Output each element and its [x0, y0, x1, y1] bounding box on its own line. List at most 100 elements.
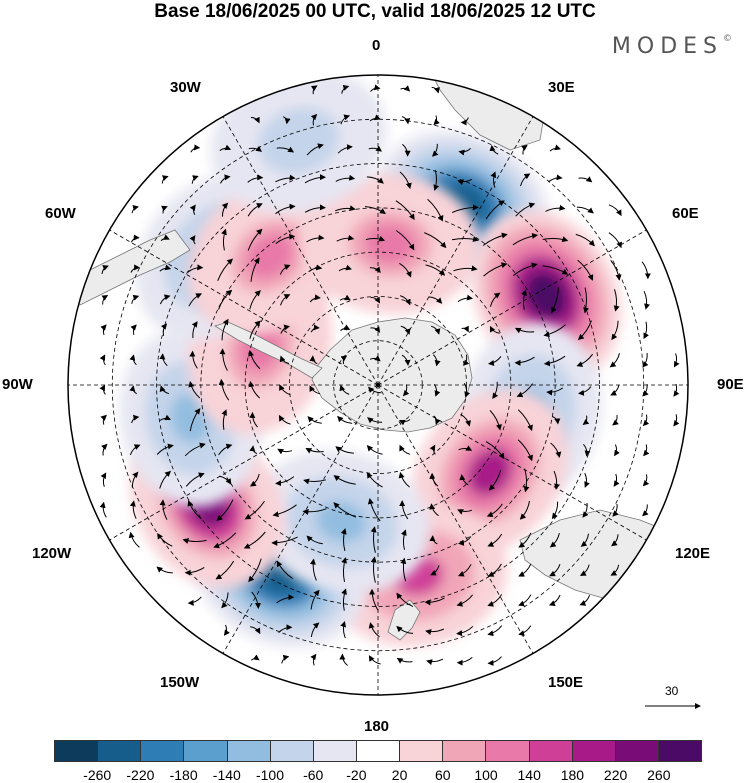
lon-label-180: 180: [364, 718, 390, 735]
wind-vector: [550, 442, 562, 458]
wind-vector: [517, 409, 533, 432]
wind-vector: [518, 594, 532, 607]
wind-vector: [280, 294, 291, 306]
wind-vector: [275, 203, 296, 215]
colorbar-swatch: [658, 741, 702, 761]
wind-vector: [215, 560, 235, 580]
wind-vector: [451, 236, 479, 242]
wind-vector: [366, 472, 383, 488]
wind-vector: [249, 320, 261, 339]
wind-vector: [309, 558, 317, 581]
wind-vector: [576, 206, 594, 214]
wind-vector: [221, 228, 227, 251]
wind-vector: [642, 504, 649, 517]
wind-vector: [99, 354, 106, 366]
latitude-circle: [289, 296, 467, 474]
wind-vector: [492, 381, 499, 400]
wind-vector: [161, 175, 169, 184]
wind-vector: [549, 564, 561, 577]
lon-label-120w: 120W: [32, 545, 72, 562]
wind-vector: [250, 654, 260, 661]
wind-vector: [459, 474, 469, 486]
wind-vector: [160, 323, 168, 337]
wind-vector: [217, 258, 234, 281]
wind-vector: [248, 558, 262, 583]
wind-vector: [340, 528, 347, 552]
wind-vector: [279, 355, 290, 364]
wind-vector: [282, 116, 291, 125]
wind-vector: [520, 173, 531, 187]
colorbar-swatch: [313, 741, 357, 761]
wind-vector: [213, 532, 237, 549]
wind-vector: [156, 443, 174, 455]
wind-vector: [487, 563, 502, 577]
wind-vector: [514, 327, 535, 334]
lat-lon-grid: [68, 75, 688, 695]
wind-vector: [219, 475, 232, 485]
wind-vector: [275, 233, 296, 244]
wind-vector: [157, 532, 173, 547]
wind-vector: [278, 414, 291, 425]
meridian-line: [109, 384, 379, 541]
wind-vector: [456, 657, 473, 666]
colorbar-tick-label: 100: [474, 767, 498, 783]
wind-vector: [611, 534, 619, 547]
wind-vector: [310, 324, 320, 333]
wind-vector: [276, 594, 295, 604]
lon-label-150e: 150E: [548, 674, 584, 691]
wind-vector: [131, 205, 139, 214]
wind-vector: [341, 557, 347, 583]
latitude-circle: [111, 118, 645, 652]
south-pole-marker: [376, 383, 380, 387]
wind-vector: [396, 625, 414, 634]
antarctica-landmass: [311, 317, 473, 433]
wind-vector: [223, 624, 230, 636]
wind-vector: [369, 266, 381, 273]
antarctic-peninsula: [214, 321, 323, 379]
wind-vector: [456, 594, 473, 607]
wind-vector: [610, 259, 622, 281]
wind-vector: [401, 116, 411, 125]
wind-vector: [306, 143, 324, 156]
wind-vector: [367, 498, 381, 522]
wind-vector: [247, 174, 264, 183]
wind-vector: [335, 446, 354, 454]
wind-vector: [398, 419, 411, 426]
wind-vector: [433, 383, 441, 397]
wind-vector: [335, 205, 356, 212]
wind-vector: [433, 415, 441, 426]
wind-vector: [673, 414, 680, 427]
wind-vector: [365, 235, 386, 242]
wind-vector: [280, 324, 291, 334]
wind-vector: [431, 143, 439, 157]
wind-vector: [189, 204, 196, 215]
meridian-line: [109, 229, 379, 386]
map-boundary: [67, 74, 689, 696]
wind-vector: [131, 414, 140, 424]
wind-vector: [460, 117, 469, 126]
wind-vector: [310, 622, 320, 637]
wind-vector: [182, 538, 207, 544]
colorbar-tick-label: -60: [303, 767, 324, 783]
wind-vector: [486, 503, 503, 517]
wind-vector: [457, 564, 472, 577]
wind-vector: [337, 144, 353, 154]
lon-label-120e: 120E: [675, 545, 711, 562]
meridian-line: [377, 384, 534, 654]
wind-vector: [131, 471, 139, 488]
colorbar-swatch: [184, 741, 228, 761]
brand-text: MODES: [611, 34, 723, 59]
wind-vector: [190, 144, 201, 153]
wind-vector: [271, 536, 298, 546]
wind-vector: [642, 384, 649, 397]
wind-vector: [579, 564, 590, 576]
modes-logo: MODES©: [612, 34, 732, 59]
wind-vector: [188, 293, 202, 307]
wind-vector: [366, 176, 384, 184]
wind-vector: [611, 320, 619, 341]
wind-vector: [272, 504, 297, 518]
wind-vector: [608, 232, 622, 249]
wind-vector: [129, 444, 141, 456]
colorbar: [54, 740, 702, 762]
wind-vector: [431, 86, 440, 94]
